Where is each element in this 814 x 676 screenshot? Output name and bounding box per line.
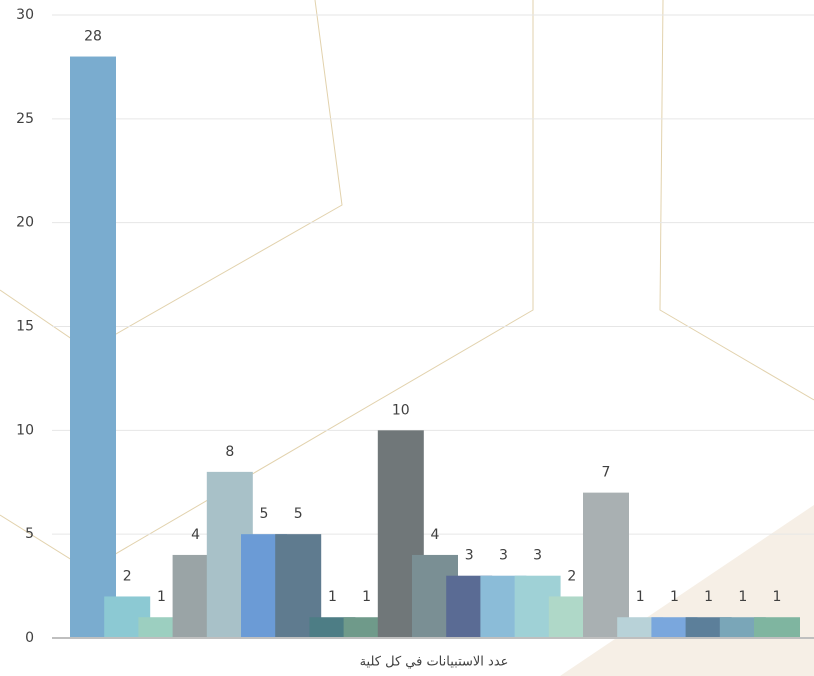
value-label: 7 <box>602 465 611 481</box>
value-label: 3 <box>533 548 542 564</box>
y-tick-label: 30 <box>16 7 34 23</box>
y-tick-label: 20 <box>16 215 34 231</box>
value-label: 1 <box>328 589 337 605</box>
value-label: 1 <box>738 589 747 605</box>
value-label: 3 <box>465 548 474 564</box>
value-label: 3 <box>499 548 508 564</box>
value-label: 5 <box>260 506 269 522</box>
value-label: 1 <box>636 589 645 605</box>
value-label: 2 <box>123 568 132 584</box>
y-tick-label: 0 <box>25 630 34 646</box>
bar <box>583 492 629 638</box>
x-axis-title: عدد الاستبيانات في كل كلية <box>360 655 509 670</box>
value-label: 1 <box>670 589 679 605</box>
bar <box>70 56 116 639</box>
value-label: 1 <box>773 589 782 605</box>
y-tick-label: 15 <box>16 319 34 335</box>
value-label: 8 <box>225 444 234 460</box>
value-label: 1 <box>704 589 713 605</box>
y-tick-label: 10 <box>16 422 34 438</box>
value-label: 2 <box>567 568 576 584</box>
value-label: 4 <box>431 527 440 543</box>
value-label: 10 <box>392 402 410 418</box>
bar <box>754 617 800 638</box>
value-label: 28 <box>84 29 102 45</box>
value-label: 4 <box>191 527 200 543</box>
y-tick-label: 5 <box>25 526 34 542</box>
value-label: 5 <box>294 506 303 522</box>
value-label: 1 <box>157 589 166 605</box>
y-tick-label: 25 <box>16 111 34 127</box>
value-label: 1 <box>362 589 371 605</box>
decor-lines <box>0 0 814 571</box>
